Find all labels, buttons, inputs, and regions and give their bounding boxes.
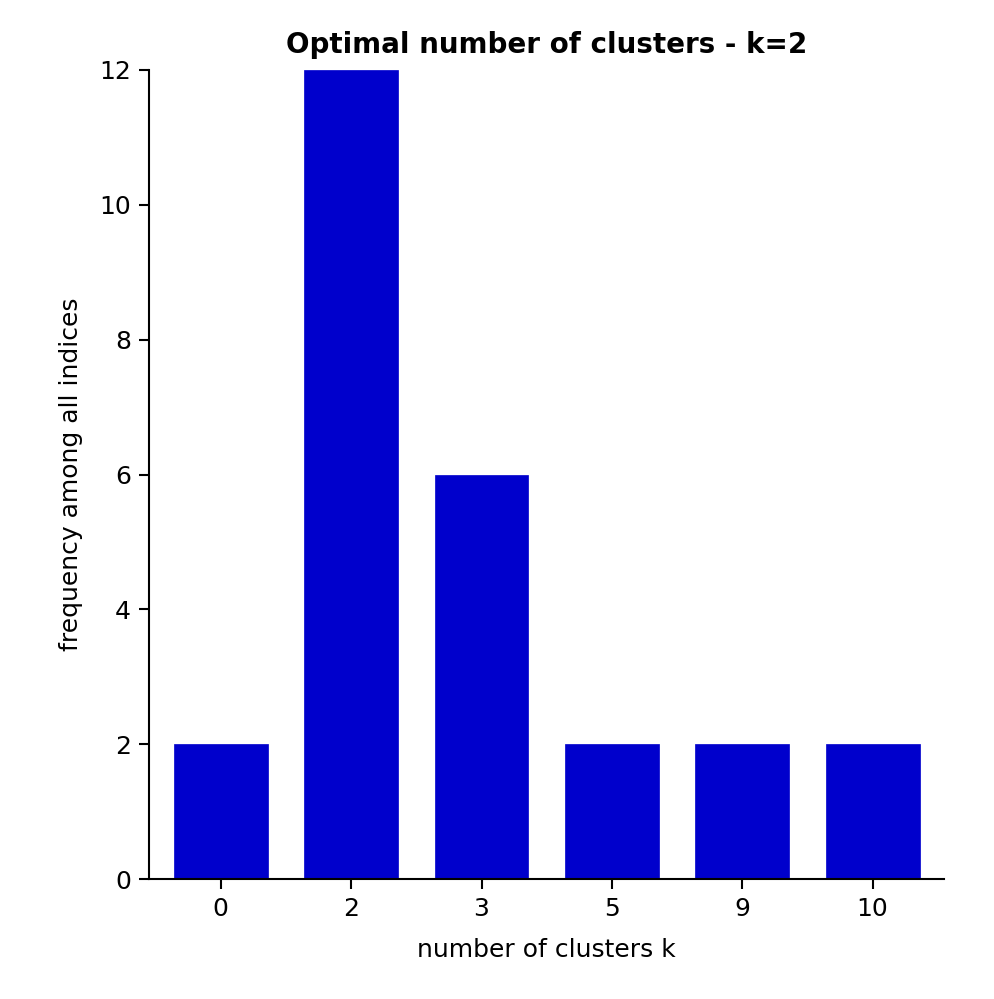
X-axis label: number of clusters k: number of clusters k bbox=[417, 938, 676, 962]
Bar bbox=[174, 744, 267, 879]
Title: Optimal number of clusters - k=2: Optimal number of clusters - k=2 bbox=[286, 31, 807, 59]
Bar bbox=[565, 744, 659, 879]
Bar bbox=[434, 475, 529, 879]
Bar bbox=[304, 70, 398, 879]
Y-axis label: frequency among all indices: frequency among all indices bbox=[59, 298, 83, 651]
Bar bbox=[696, 744, 789, 879]
Bar bbox=[826, 744, 919, 879]
